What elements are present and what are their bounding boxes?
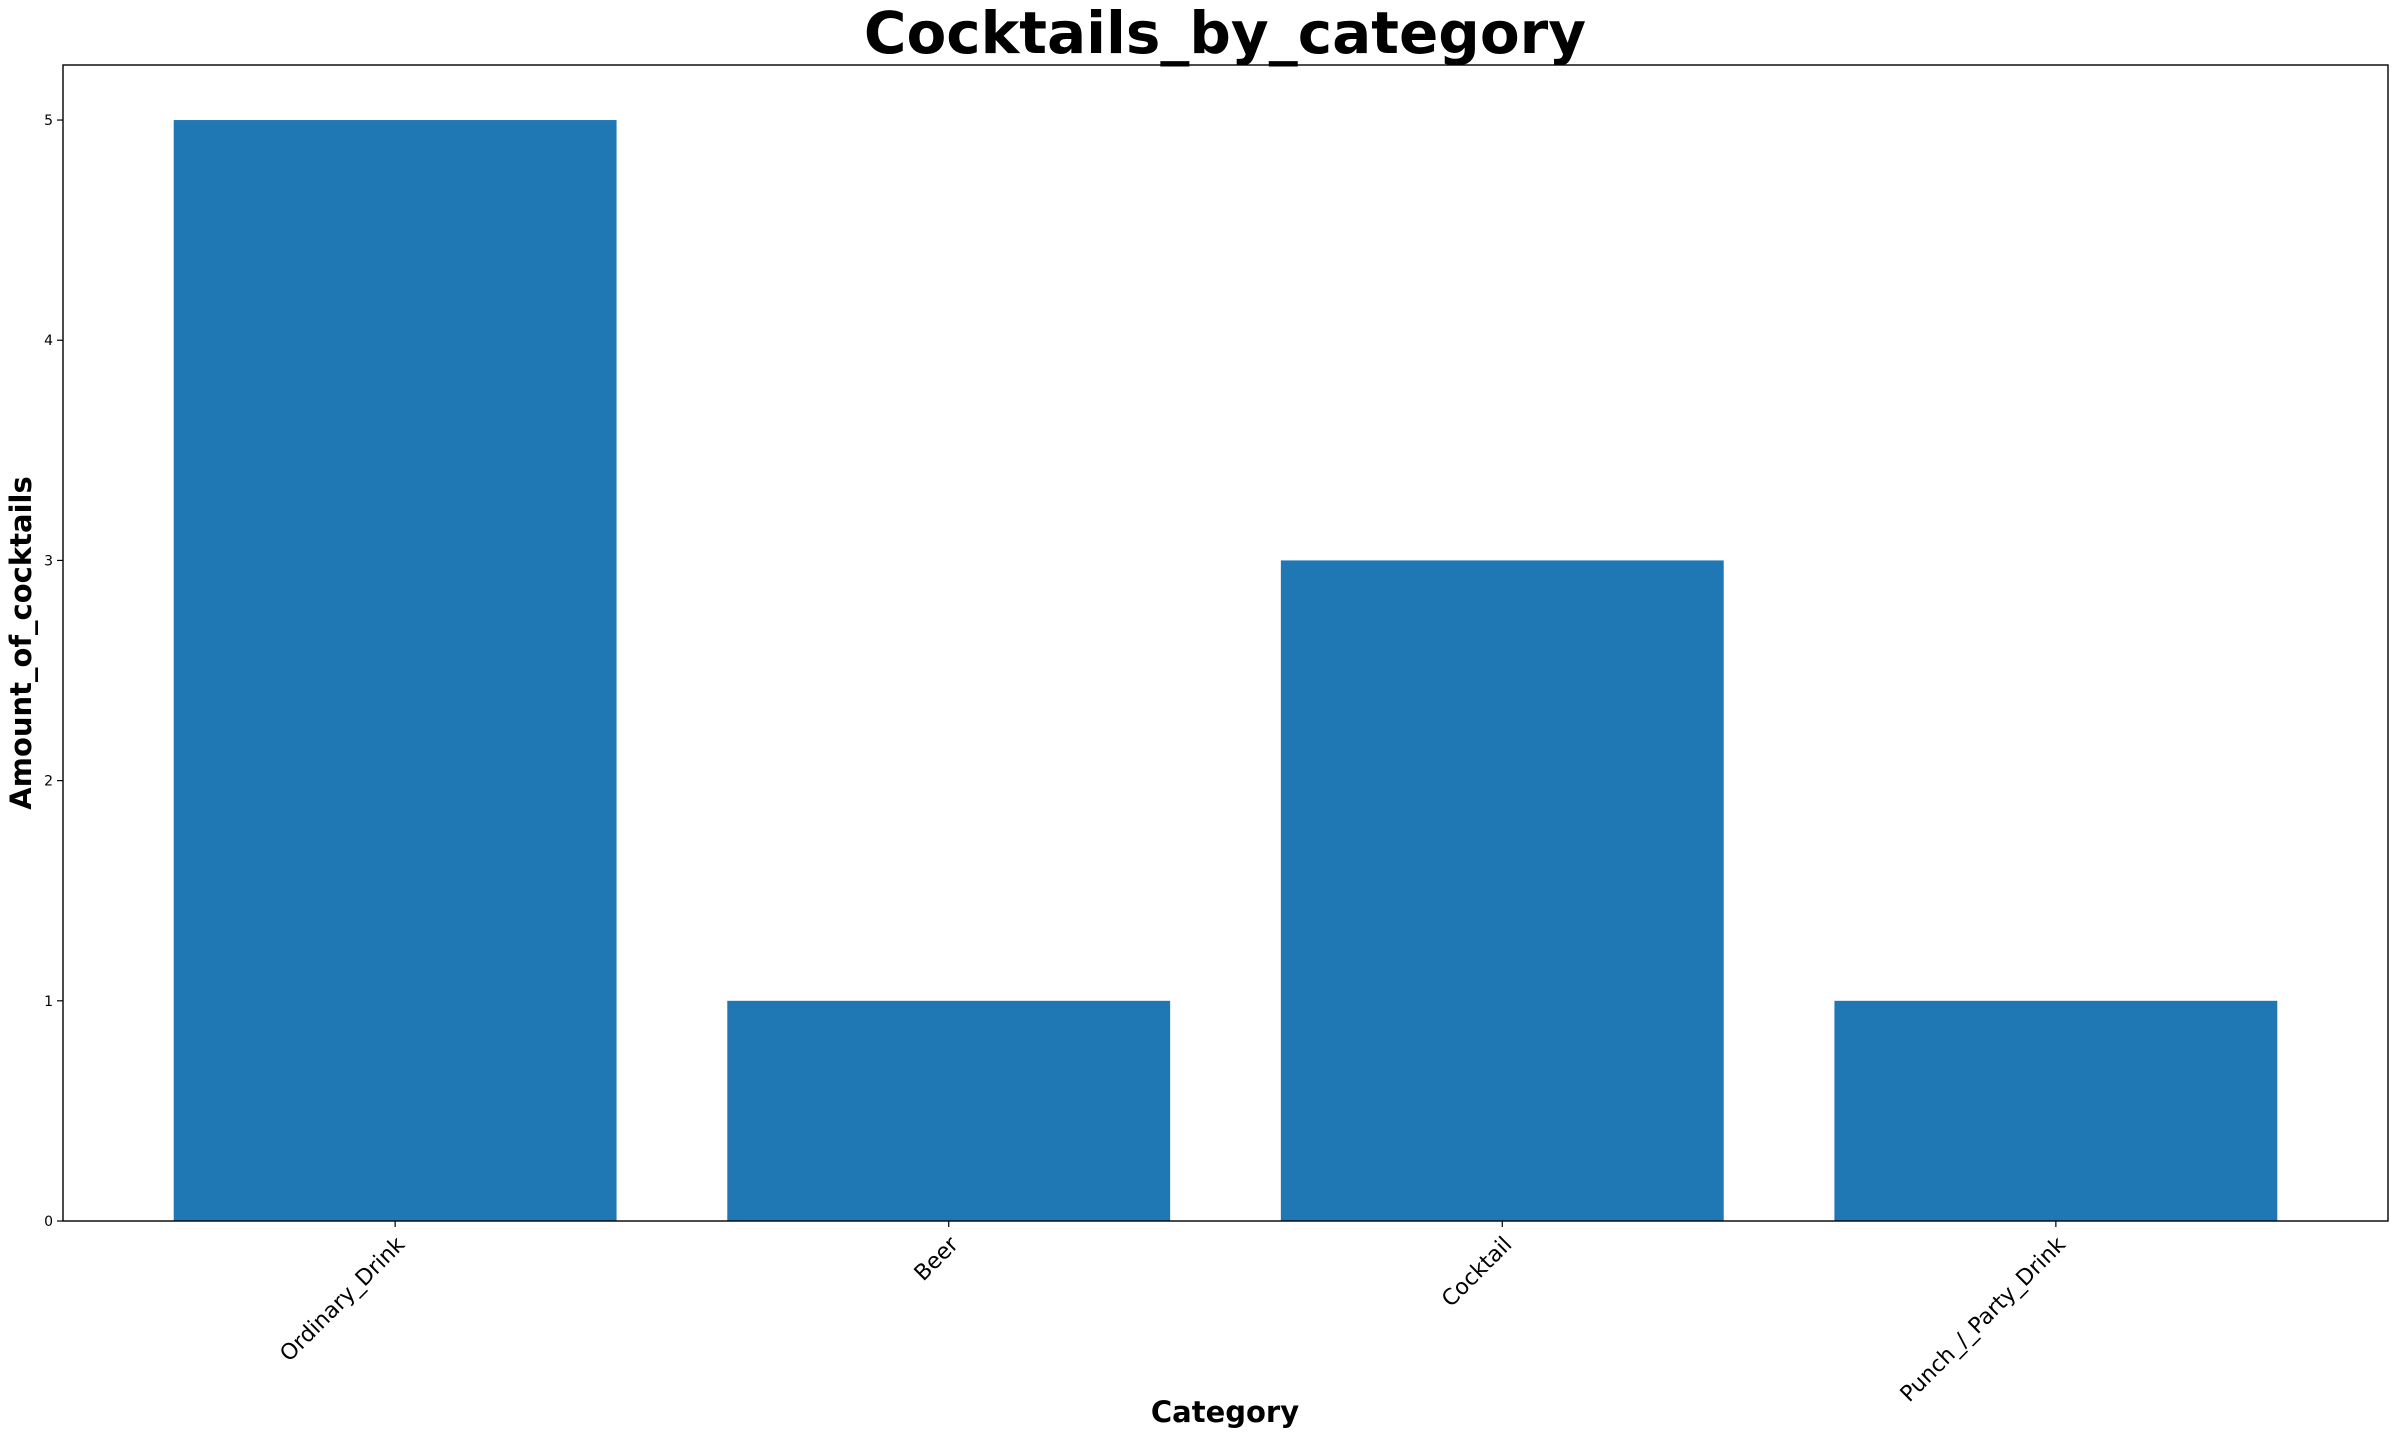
x-tick-label-punch-party-drink: Punch_/_Party_Drink [1896,1232,2071,1407]
bars-group [173,120,2278,1222]
y-tick-label: 4 [44,333,53,349]
bar-ordinary-drink [173,120,617,1222]
y-tick-label: 1 [44,994,53,1010]
plot-area-frame [62,64,2389,1222]
x-tick-label-cocktail: Cocktail [1437,1232,1517,1312]
y-tick-label: 0 [44,1214,53,1230]
y-tick-label: 5 [44,113,53,129]
x-axis-label: Category [1151,1395,1299,1429]
bar-cocktail [1280,560,1724,1221]
y-tick-label: 2 [44,774,53,790]
x-tick-label-ordinary-drink: Ordinary_Drink [276,1232,411,1367]
y-ticks-group: 0 1 2 3 4 5 [44,113,63,1230]
x-ticks-group: Ordinary_Drink Beer Cocktail Punch_/_Party_… [276,1221,2071,1407]
y-tick-label: 3 [44,553,53,569]
bar-punch-party-drink [1834,1000,2278,1221]
x-tick-label-beer: Beer [910,1232,965,1287]
y-axis-label: Amount_of_cocktails [4,476,38,809]
chart-title: Cocktails_by_category [864,0,1586,67]
bar-beer [727,1000,1171,1221]
